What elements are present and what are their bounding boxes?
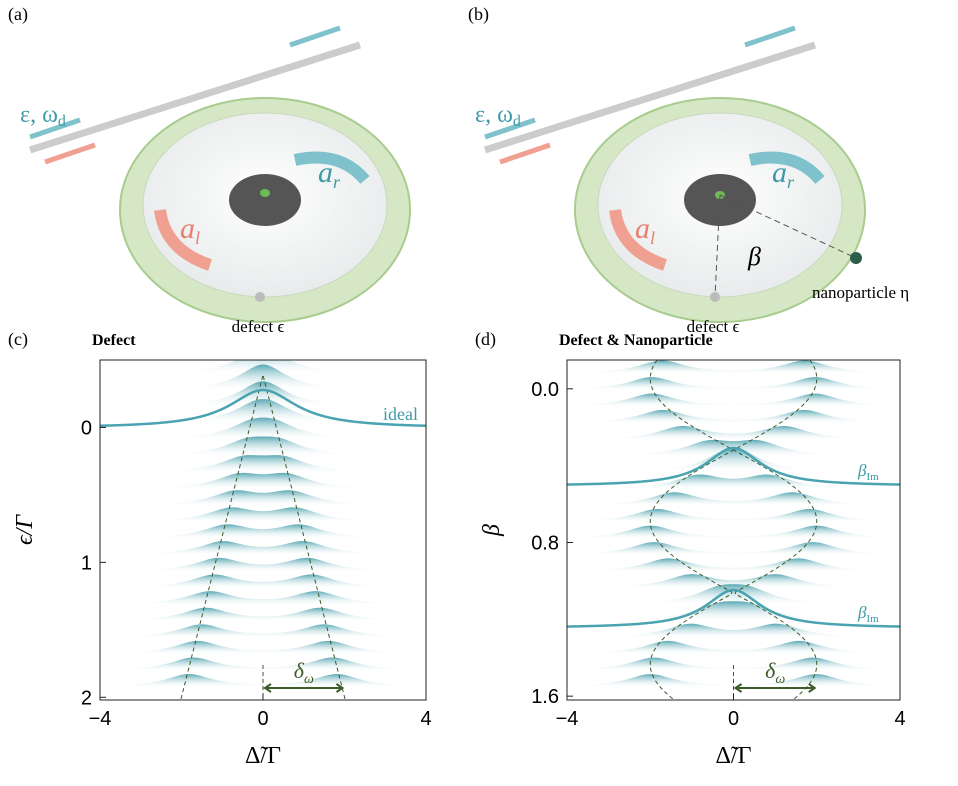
- y-axis-label: β: [479, 524, 505, 537]
- curve-label: ideal: [383, 404, 418, 424]
- y-tick-label: 1.6: [531, 686, 559, 708]
- panel-label: (a): [8, 4, 28, 25]
- spectrum: [559, 410, 909, 424]
- spectrum: [92, 624, 434, 638]
- figure: (a) ε, ωd ar al defect ϵ (b) ε, ωd ar al…: [0, 0, 958, 781]
- x-axis-label: Δ̃/Γ: [716, 743, 752, 769]
- spectrum: [92, 541, 434, 555]
- chart-title: Defect: [92, 332, 136, 349]
- curve-label: βIm: [857, 603, 879, 625]
- particle-label: nanoparticle η: [812, 283, 909, 302]
- x-axis-label: Δ̃/Γ: [245, 743, 281, 769]
- mode-symbol: a: [635, 212, 650, 245]
- spectrum: [92, 591, 434, 605]
- spectrum: [559, 394, 909, 407]
- spectrum: [559, 492, 909, 506]
- y-axis-label: ϵ/Γ: [12, 514, 38, 545]
- panel-label: (b): [468, 4, 489, 25]
- x-tick-label: −4: [556, 708, 579, 730]
- label-sub: Im: [866, 471, 879, 483]
- spectrum: [559, 475, 909, 490]
- label-sub: ω: [775, 672, 785, 687]
- panel-label: (c): [8, 329, 28, 350]
- x-tick-label: −4: [89, 708, 112, 730]
- plot-area: [92, 348, 434, 700]
- panel-label: (d): [475, 329, 496, 350]
- defect-label: defect ϵ: [232, 317, 285, 336]
- spectrum: [92, 473, 434, 490]
- illustration-a: (a) ε, ωd ar al defect ϵ: [8, 4, 410, 336]
- spectrum: [559, 542, 909, 555]
- spectrum: [559, 641, 909, 655]
- spectrum: [559, 558, 909, 572]
- mode-symbol: a: [772, 156, 787, 189]
- mode-symbol: a: [318, 156, 333, 189]
- drive-label: ε, ωd: [20, 102, 66, 130]
- x-tick-label: 4: [894, 708, 905, 730]
- plot-frame: [567, 360, 900, 700]
- label-sub: Im: [866, 613, 879, 625]
- spectrum: [559, 526, 909, 539]
- splitting-label: δω: [765, 658, 785, 687]
- spectrum: [92, 524, 434, 539]
- spectrum: [559, 426, 909, 440]
- illustration-b: (b) ε, ωd ar al β defect ϵ nanoparticle …: [468, 4, 909, 336]
- label-sub: ω: [304, 672, 314, 687]
- spectrum: [559, 377, 909, 390]
- spectrum: [92, 608, 434, 622]
- spectrum: [92, 490, 434, 506]
- angle-label: β: [747, 242, 761, 271]
- mode-sub: r: [787, 172, 795, 192]
- spectrum: [92, 507, 434, 522]
- y-tick-label: 0.8: [531, 532, 559, 554]
- x-tick-label: 4: [420, 708, 431, 730]
- drive-label: ε, ωd: [475, 102, 521, 130]
- spectrum: [559, 509, 909, 522]
- chart-title: Defect & Nanoparticle: [559, 332, 713, 349]
- mode-sub: r: [333, 172, 341, 192]
- y-tick-label: 0: [81, 417, 92, 439]
- y-tick-label: 2: [81, 687, 92, 709]
- y-tick-label: 0.0: [531, 379, 559, 401]
- x-tick-label: 0: [257, 708, 268, 730]
- spectrum: [92, 558, 434, 572]
- y-tick-label: 1: [81, 552, 92, 574]
- spectrum: [92, 574, 434, 588]
- drive-symbol: ε, ω: [20, 102, 58, 128]
- drive-sub: d: [513, 113, 521, 130]
- drive-sub: d: [58, 113, 66, 130]
- spectrum: [92, 641, 434, 655]
- spectrum: [559, 360, 909, 374]
- spectrum: [559, 448, 909, 473]
- x-tick-label: 0: [728, 708, 739, 730]
- mode-symbol: a: [180, 212, 195, 245]
- plot-area: [559, 360, 909, 700]
- curve-label: βIm: [857, 461, 879, 483]
- spectrum: [92, 455, 434, 473]
- drive-symbol: ε, ω: [475, 102, 513, 128]
- mode-sub: l: [195, 228, 200, 248]
- mode-sub: l: [650, 228, 655, 248]
